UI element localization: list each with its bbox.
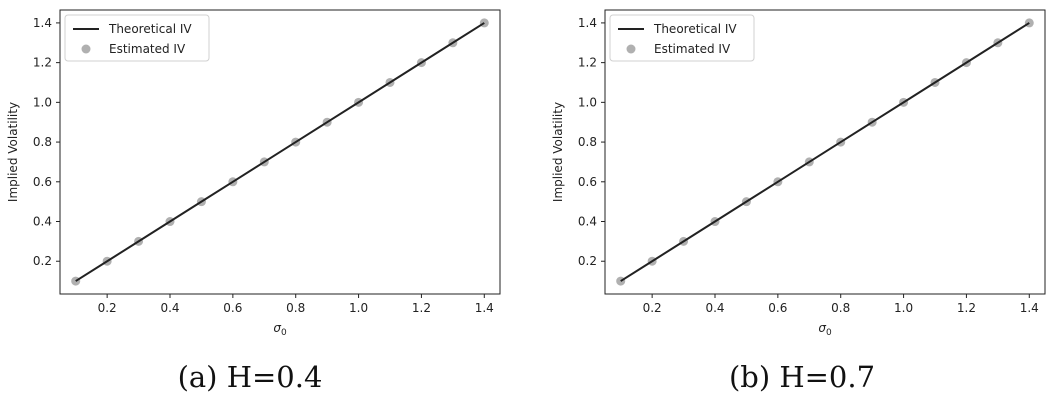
chart-a-x-axis-label: σ0 <box>273 321 287 338</box>
chart-a-y-tick-label: 0.6 <box>33 175 52 189</box>
chart-b-legend-label: Estimated IV <box>654 42 731 56</box>
chart-b-x-axis-label: σ0 <box>818 321 832 338</box>
chart-a-x-tick-label: 1.0 <box>349 301 368 315</box>
chart-a-legend-label: Theoretical IV <box>108 22 192 36</box>
chart-a-svg: 0.2 0.4 0.6 0.8 1.0 1.2 1.4 0.2 0.4 0.6 0.8 1.0 1.2 1… <box>6 9 501 338</box>
chart-a-x-tick-label: 1.2 <box>412 301 431 315</box>
chart-a-x-tick-label: 0.4 <box>160 301 179 315</box>
chart-b-y-tick-label: 1.2 <box>578 56 597 70</box>
chart-a-x-tick-label: 0.8 <box>286 301 305 315</box>
chart-a-plot-frame <box>59 9 501 295</box>
chart-a-y-tick-label: 1.0 <box>33 95 52 109</box>
chart-b-x-tick-label: 1.4 <box>1020 301 1039 315</box>
chart-a-y-tick-label: 1.2 <box>33 56 52 70</box>
chart-a-x-tick-label: 0.2 <box>98 301 117 315</box>
chart-b-x-tick-label: 0.6 <box>768 301 787 315</box>
chart-a-y-tick-label: 0.2 <box>33 254 52 268</box>
chart-b-y-tick-label: 0.4 <box>578 215 597 229</box>
chart-b-y-axis-label: Implied Volatility <box>551 102 565 202</box>
chart-a-x-tick-label: 1.4 <box>475 301 494 315</box>
chart-b-y-tick-label: 0.6 <box>578 175 597 189</box>
chart-b-legend <box>609 14 755 62</box>
chart-a-y-tick-label: 0.4 <box>33 215 52 229</box>
chart-b-y-tick-label: 0.8 <box>578 135 597 149</box>
chart-b-svg: 0.2 0.4 0.6 0.8 1.0 1.2 1.4 0.2 0.4 0.6 0.8 1.0 1.2 1… <box>551 9 1046 338</box>
chart-a-y-tick-label: 0.8 <box>33 135 52 149</box>
chart-b-y-tick-label: 0.2 <box>578 254 597 268</box>
chart-b-legend-label: Theoretical IV <box>653 22 737 36</box>
chart-a-y-axis-label: Implied Volatility <box>6 102 20 202</box>
chart-a-legend-point-swatch <box>81 44 91 54</box>
chart-b-y-tick-label: 1.0 <box>578 95 597 109</box>
chart-a-caption: (a) H=0.4 <box>177 360 323 394</box>
chart-b-x-tick-label: 1.2 <box>957 301 976 315</box>
chart-b-x-tick-label: 0.8 <box>831 301 850 315</box>
chart-a-legend <box>64 14 210 62</box>
chart-b-y-tick-label: 1.4 <box>578 16 597 30</box>
chart-a-y-tick-label: 1.4 <box>33 16 52 30</box>
chart-a-theoretical-line <box>75 22 485 282</box>
chart-a-x-tick-label: 0.6 <box>223 301 242 315</box>
chart-b-caption: (b) H=0.7 <box>728 360 876 394</box>
chart-b-plot-frame <box>604 9 1046 295</box>
chart-b-x-tick-label: 0.2 <box>643 301 662 315</box>
chart-a-legend-label: Estimated IV <box>109 42 186 56</box>
chart-panel-a: 0.2 0.4 0.6 0.8 1.0 1.2 1.4 0.2 0.4 0.6 0.8 1.0 1.2 1… <box>0 0 520 402</box>
chart-panel-b: 0.2 0.4 0.6 0.8 1.0 1.2 1.4 0.2 0.4 0.6 0.8 1.0 1.2 1… <box>545 0 1053 402</box>
chart-b-x-tick-label: 1.0 <box>894 301 913 315</box>
chart-b-legend-point-swatch <box>626 44 636 54</box>
chart-b-x-tick-label: 0.4 <box>705 301 724 315</box>
chart-b-theoretical-line <box>620 22 1030 282</box>
